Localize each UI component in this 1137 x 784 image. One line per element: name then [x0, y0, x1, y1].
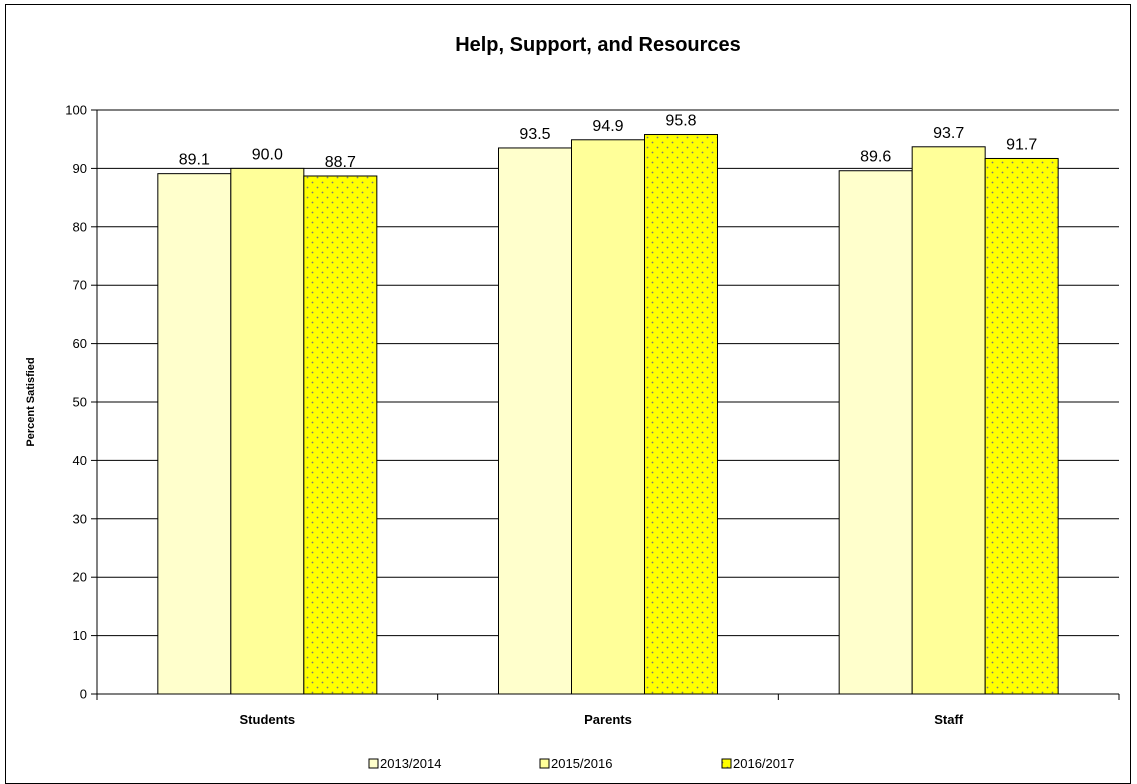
legend-label: 2015/2016	[551, 756, 612, 771]
data-label: 93.7	[933, 125, 964, 142]
x-tick-label: Parents	[584, 712, 632, 727]
y-tick-label: 0	[80, 687, 87, 702]
x-tick-label: Staff	[934, 712, 964, 727]
bar	[644, 134, 718, 695]
data-label: 89.6	[860, 149, 891, 166]
bar	[984, 157, 1059, 695]
bar	[230, 167, 305, 695]
legend-label: 2016/2017	[733, 756, 794, 771]
data-label: 95.8	[665, 113, 696, 130]
y-tick-label: 100	[65, 103, 87, 118]
data-label: 93.5	[519, 126, 550, 143]
y-tick-label: 40	[73, 453, 87, 468]
y-tick-label: 30	[73, 511, 87, 526]
data-label: 90.0	[252, 146, 283, 163]
legend-swatch	[368, 758, 379, 769]
bar	[157, 173, 232, 695]
legend-swatch	[539, 758, 550, 769]
data-label: 88.7	[325, 154, 356, 171]
y-tick-label: 60	[73, 336, 87, 351]
y-tick-label: 90	[73, 161, 87, 176]
chart-title: Help, Support, and Resources	[455, 34, 741, 56]
y-tick-label: 10	[73, 628, 87, 643]
y-tick-label: 80	[73, 219, 87, 234]
y-tick-label: 70	[73, 278, 87, 293]
data-label: 94.9	[592, 118, 623, 135]
y-tick-label: 50	[73, 395, 87, 410]
legend-swatch	[721, 758, 732, 769]
bar	[303, 175, 378, 695]
y-tick-label: 20	[73, 570, 87, 585]
bar	[911, 146, 986, 695]
bar	[838, 170, 913, 695]
x-tick-label: Students	[240, 712, 296, 727]
legend-label: 2013/2014	[380, 756, 441, 771]
y-axis-label: Percent Satisfied	[25, 357, 37, 446]
data-label: 91.7	[1006, 136, 1037, 153]
bar	[498, 147, 572, 695]
bar	[571, 139, 645, 695]
data-label: 89.1	[179, 152, 210, 169]
